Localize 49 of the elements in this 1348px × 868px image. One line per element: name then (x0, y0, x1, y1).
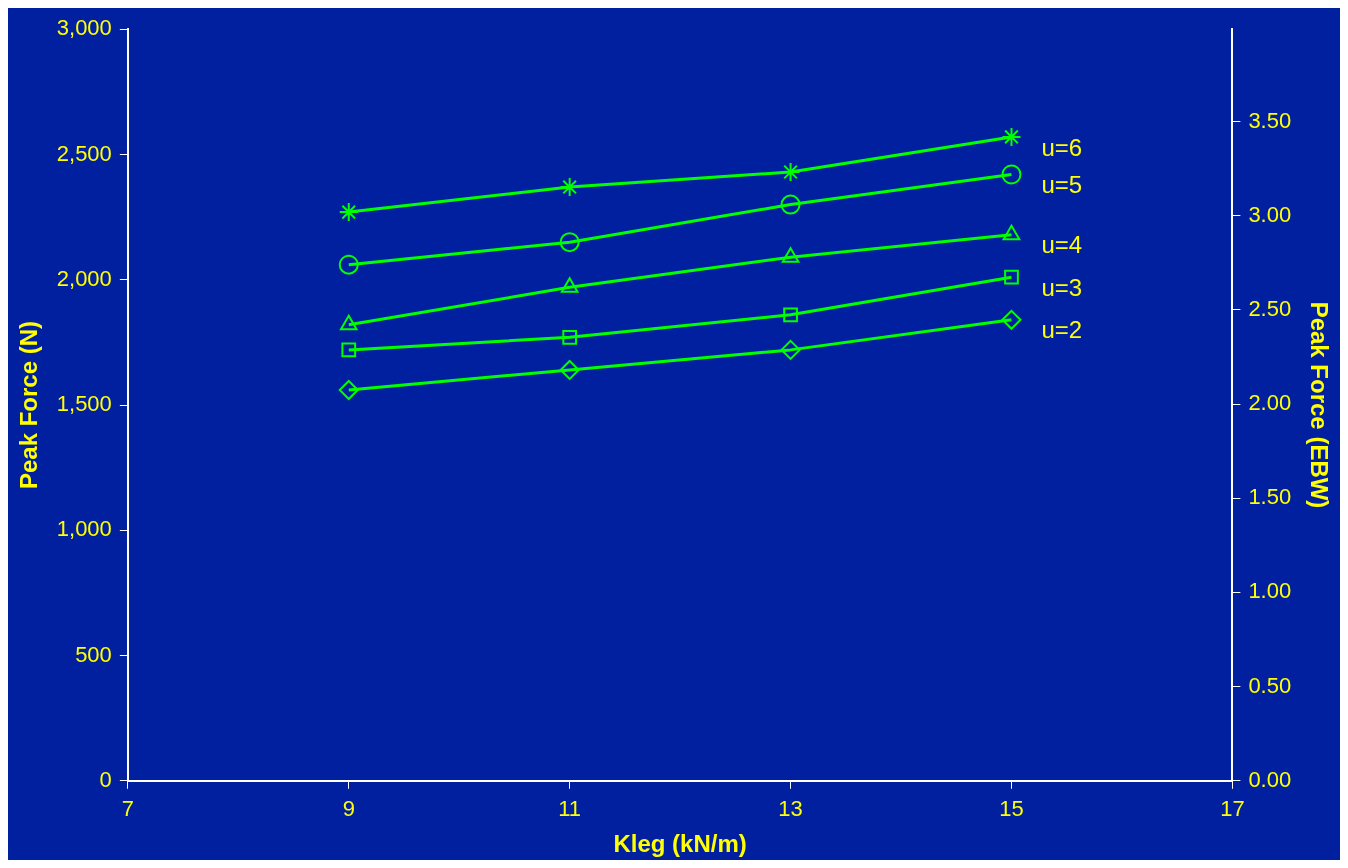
point (559, 177, 580, 198)
y2-tick-label: 1.50 (1248, 484, 1292, 510)
y-tick-label: 0 (99, 766, 112, 792)
point (341, 342, 357, 358)
point (780, 162, 801, 182)
point (560, 277, 579, 293)
y2-axis-title: Peak Force (EBW) (1305, 301, 1333, 509)
x-tick-label: 15 (999, 796, 1024, 822)
y-tick-label: 1,500 (56, 391, 112, 417)
x-tick-label: 17 (1220, 796, 1245, 822)
y-tick-label: 500 (75, 641, 112, 667)
series-label: u=3 (1041, 273, 1083, 301)
point (1004, 269, 1019, 285)
x-tick-label: 9 (342, 796, 355, 822)
y2-tick-label: 0.00 (1248, 766, 1292, 792)
series-label: u=4 (1041, 231, 1083, 259)
point (781, 247, 800, 263)
point (780, 194, 801, 215)
x-tick-label: 7 (121, 796, 134, 822)
y2-tick-label: 0.50 (1248, 672, 1292, 698)
point (562, 329, 578, 345)
y-axis-title: Peak Force (N) (15, 320, 43, 490)
point (339, 314, 358, 331)
y2-tick-label: 3.00 (1248, 201, 1292, 227)
point (1001, 309, 1022, 330)
point (559, 359, 580, 380)
point (783, 307, 798, 323)
point (338, 379, 359, 400)
point (780, 339, 801, 360)
y2-tick-label: 2.00 (1248, 390, 1292, 416)
point (1001, 164, 1022, 185)
y-tick-label: 2,000 (56, 265, 112, 291)
y2-tick-label: 1.00 (1248, 578, 1292, 604)
point (559, 232, 580, 253)
series-label: u=6 (1041, 133, 1083, 161)
y2-tick-label: 2.50 (1248, 295, 1292, 321)
point (1002, 224, 1021, 241)
x-axis-title: Kleg (kN/m) (613, 830, 747, 858)
series-label: u=2 (1041, 316, 1083, 344)
x-tick-label: 11 (558, 796, 582, 822)
series-label: u=5 (1041, 171, 1083, 199)
point (1001, 126, 1022, 147)
point (338, 254, 359, 275)
y2-tick-label: 3.50 (1248, 107, 1292, 133)
y-tick-label: 2,500 (56, 140, 112, 166)
x-tick-label: 13 (778, 796, 803, 822)
y-tick-label: 3,000 (56, 15, 112, 41)
point (338, 202, 359, 223)
y-tick-label: 1,000 (56, 516, 112, 542)
